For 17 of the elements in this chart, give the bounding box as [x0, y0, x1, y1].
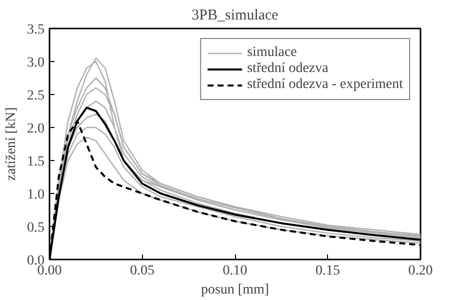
x-tick-label: 0.15: [316, 264, 340, 278]
y-tick-label: 3.5: [27, 22, 44, 38]
y-axis-title: zatížení [kN]: [4, 107, 19, 181]
legend-label: simulace: [247, 45, 297, 61]
x-tick-label: 0.20: [408, 264, 433, 278]
x-tick-label: 0.05: [130, 264, 154, 278]
legend-label: střední odezva: [247, 61, 328, 77]
y-tick-label: 0.5: [27, 220, 44, 236]
y-tick-label: 1.0: [27, 188, 44, 202]
chart-title: 3PB_simulace: [192, 8, 279, 24]
y-tick-label: 2.5: [27, 88, 44, 104]
x-tick-label: 0.10: [222, 264, 248, 278]
y-tick-label: 3.0: [27, 56, 44, 70]
legend-label: střední odezva - experiment: [247, 77, 403, 93]
y-tick-label: 1.5: [27, 154, 44, 170]
x-axis-title: posun [mm]: [200, 282, 270, 298]
y-tick-label: 2.0: [27, 122, 44, 136]
